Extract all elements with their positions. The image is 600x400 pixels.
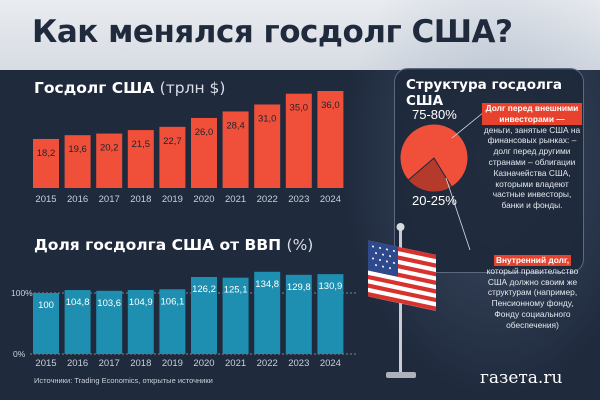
debt-value-label: 31,0	[258, 113, 277, 124]
gdp-x-tick-label: 2022	[257, 358, 278, 369]
gdp-x-tick-label: 2018	[130, 358, 151, 369]
gdp-x-tick-label: 2024	[320, 358, 341, 369]
gdp-bar	[285, 274, 312, 354]
gdp-value-label: 125,1	[224, 285, 248, 296]
debt-x-tick-label: 2024	[320, 194, 341, 205]
gdp-bar	[191, 277, 217, 354]
debt-x-tick-label: 2017	[99, 194, 120, 205]
gdp-bar	[254, 271, 281, 354]
pie-label-internal: 20-25%	[412, 193, 457, 208]
debt-bar	[127, 130, 154, 188]
debt-bar	[64, 135, 91, 188]
gdp-value-label: 100	[38, 300, 54, 311]
gdp-x-tick-label: 2019	[162, 358, 183, 369]
debt-bar	[222, 111, 249, 188]
gdp-value-label: 130,9	[319, 281, 343, 292]
debt-x-tick-label: 2015	[35, 194, 56, 205]
debt-x-tick-label: 2021	[225, 194, 246, 205]
pie-slice-internal	[407, 157, 453, 193]
pie-slice-external	[399, 123, 469, 188]
gdp-x-tick-label: 2020	[193, 358, 214, 369]
external-debt-note: Долг перед внешними инвесторами — деньги…	[482, 103, 582, 211]
debt-x-tick-label: 2018	[130, 194, 151, 205]
gdp-value-label: 126,2	[192, 284, 216, 295]
debt-chart-unit: (трлн $)	[159, 79, 226, 97]
gdp-bar	[33, 293, 59, 354]
internal-debt-note-text: который правительство США должно своим ж…	[486, 265, 579, 330]
gdp-x-tick-label: 2017	[99, 358, 120, 369]
gdp-x-tick-label: 2016	[67, 358, 88, 369]
gdp-y-tick-label: 100%	[11, 288, 33, 298]
debt-value-label: 36,0	[321, 100, 340, 111]
external-leader-line	[451, 111, 485, 139]
debt-value-label: 28,4	[226, 120, 245, 131]
gdp-chart-title: Доля госдолга США от ВВП (%)	[34, 236, 313, 254]
gdp-chart-title-text: Доля госдолга США от ВВП	[34, 236, 282, 254]
gdp-value-label: 134,8	[255, 279, 279, 290]
gdp-bar	[159, 289, 186, 354]
debt-x-tick-label: 2022	[257, 194, 278, 205]
debt-chart-title: Госдолг США (трлн $)	[34, 79, 225, 97]
debt-value-label: 22,7	[163, 136, 182, 147]
debt-bar	[33, 138, 59, 188]
gdp-bar	[222, 277, 249, 354]
debt-x-tick-label: 2020	[193, 194, 214, 205]
gdp-bar	[96, 290, 123, 354]
gdp-value-label: 106,1	[161, 296, 185, 307]
gdp-y-tick-label: 0%	[13, 349, 26, 359]
debt-value-label: 35,0	[290, 103, 309, 114]
gdp-bar	[317, 274, 344, 354]
debt-value-label: 18,2	[37, 148, 56, 159]
debt-bar	[96, 133, 123, 188]
debt-bar	[254, 104, 281, 188]
gdp-value-label: 104,8	[66, 297, 90, 308]
gdp-value-label: 103,6	[97, 298, 121, 309]
internal-debt-note-head: Внутренний долг,	[493, 255, 572, 266]
debt-bar	[159, 126, 186, 188]
internal-debt-note: Внутренний долг, который правительство С…	[480, 255, 585, 331]
debt-chart-title-text: Госдолг США	[34, 79, 155, 97]
title-banner	[0, 0, 600, 70]
gdp-x-tick-label: 2023	[288, 358, 309, 369]
page-title: Как менялся госдолг США?	[32, 14, 513, 50]
debt-value-label: 26,0	[195, 127, 214, 138]
pie-label-external: 75-80%	[412, 107, 457, 122]
debt-value-label: 21,5	[132, 139, 151, 150]
debt-structure-title: Структура госдолга США	[406, 77, 563, 109]
debt-x-tick-label: 2016	[67, 194, 88, 205]
debt-bar	[317, 91, 344, 188]
gdp-chart-unit: (%)	[286, 236, 314, 254]
debt-value-label: 19,6	[68, 144, 87, 155]
gdp-value-label: 129,8	[287, 282, 311, 293]
debt-x-tick-label: 2023	[288, 194, 309, 205]
brand-logo: газета.ru	[480, 368, 563, 388]
gdp-bar	[64, 290, 91, 354]
debt-bar	[191, 117, 217, 188]
gdp-x-tick-label: 2021	[225, 358, 246, 369]
debt-bar	[285, 93, 312, 188]
us-flag-icon	[366, 220, 446, 385]
source-note: Источники: Trading Economics, открытые и…	[34, 376, 213, 385]
debt-value-label: 20,2	[100, 143, 119, 154]
external-debt-note-head: Долг перед внешними инвесторами —	[482, 103, 582, 125]
debt-x-tick-label: 2019	[162, 194, 183, 205]
gdp-bar	[127, 290, 154, 354]
gdp-value-label: 104,9	[129, 297, 153, 308]
internal-leader-line	[445, 177, 471, 251]
gdp-x-tick-label: 2015	[35, 358, 56, 369]
external-debt-note-text: деньги, занятые США на финансовых рынках…	[483, 124, 581, 211]
